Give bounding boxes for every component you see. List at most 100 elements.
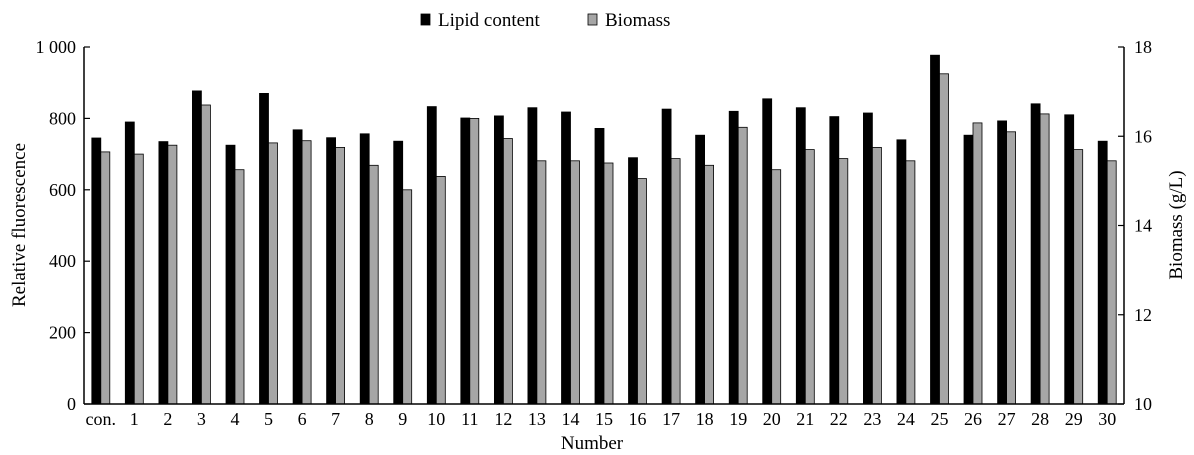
ticks-layer: con. 1 2 3 4 5 6 7 8 9 10 11 12 13 14 15 16 17 18 19 20 21 22 2…	[36, 37, 1153, 429]
x-tick-label: 22	[830, 409, 848, 429]
x-tick-label: 19	[729, 409, 747, 429]
x-tick-label: 30	[1098, 409, 1116, 429]
bar-lipid-25	[930, 54, 940, 405]
x-tick-label: 2	[163, 409, 172, 429]
bar-lipid-14	[561, 111, 571, 405]
bar-lipid-3	[191, 90, 202, 405]
bar-biomass-17	[670, 158, 681, 405]
bar-biomass-con.	[100, 151, 111, 405]
x-tick-label: 1	[130, 409, 139, 429]
x-tick-label: 13	[528, 409, 546, 429]
bar-lipid-17	[661, 108, 672, 405]
y2-tick-label: 16	[1134, 126, 1152, 146]
bar-lipid-1	[124, 121, 135, 405]
x-tick-label: 5	[264, 409, 273, 429]
bar-biomass-11	[469, 118, 480, 405]
bar-lipid-28	[1030, 103, 1041, 405]
x-tick-label: 8	[365, 409, 374, 429]
bar-biomass-27	[1006, 131, 1016, 405]
bar-lipid-23	[863, 112, 873, 405]
bar-biomass-20	[771, 169, 782, 405]
y-tick-label: 400	[49, 251, 76, 271]
bar-biomass-6	[301, 140, 312, 405]
bar-lipid-30	[1097, 140, 1108, 405]
x-tick-label: 3	[197, 409, 206, 429]
x-tick-label: 23	[863, 409, 881, 429]
bar-biomass-9	[402, 189, 413, 405]
x-tick-label: 21	[796, 409, 814, 429]
bar-biomass-25	[939, 73, 949, 405]
bar-lipid-19	[728, 110, 739, 405]
bar-lipid-6	[292, 129, 303, 405]
bars-layer	[91, 54, 1117, 405]
bar-biomass-28	[1039, 113, 1050, 405]
bar-biomass-19	[737, 126, 748, 405]
legend-label-lipid: Lipid content	[438, 10, 541, 31]
legend: Lipid content Biomass	[420, 10, 670, 31]
x-tick-label: 4	[231, 409, 240, 429]
bar-biomass-29	[1073, 149, 1084, 405]
bar-lipid-2	[158, 141, 169, 405]
x-tick-label: 15	[595, 409, 613, 429]
bar-biomass-30	[1106, 160, 1117, 405]
legend-swatch-lipid	[420, 13, 431, 26]
x-tick-label: 6	[298, 409, 307, 429]
bar-biomass-4	[234, 169, 245, 405]
bar-biomass-14	[570, 160, 580, 405]
bar-lipid-18	[695, 134, 705, 405]
x-tick-label: 28	[1031, 409, 1049, 429]
x-tick-label: 12	[494, 409, 512, 429]
bar-lipid-8	[359, 133, 370, 405]
bar-biomass-26	[972, 122, 983, 405]
y2-tick-label: 18	[1134, 37, 1152, 57]
y2-tick-label: 12	[1134, 305, 1152, 325]
bar-biomass-10	[435, 175, 446, 405]
y-tick-label: 1 000	[36, 37, 77, 57]
bar-biomass-3	[200, 104, 211, 405]
x-tick-label: 7	[331, 409, 340, 429]
y-tick-label: 0	[67, 394, 76, 414]
bar-biomass-21	[804, 149, 815, 405]
bar-biomass-18	[704, 164, 714, 405]
y-tick-label: 800	[49, 108, 76, 128]
bar-lipid-10	[426, 106, 437, 405]
bar-biomass-22	[838, 158, 849, 405]
bar-lipid-24	[896, 139, 907, 405]
y2-axis-title: Biomass (g/L)	[1166, 170, 1187, 279]
y-tick-label: 600	[49, 180, 76, 200]
bar-biomass-2	[167, 144, 178, 405]
bar-lipid-16	[628, 157, 638, 405]
bar-lipid-13	[527, 107, 538, 405]
x-tick-label: 25	[931, 409, 949, 429]
y2-tick-label: 14	[1134, 216, 1152, 236]
bar-lipid-20	[762, 98, 773, 405]
x-tick-label: 9	[398, 409, 407, 429]
legend-swatch-biomass	[587, 13, 598, 26]
bar-biomass-5	[268, 142, 278, 405]
bar-biomass-16	[637, 178, 647, 405]
bar-lipid-22	[829, 116, 840, 405]
bar-biomass-24	[905, 160, 916, 405]
bar-lipid-5	[259, 93, 269, 405]
bar-biomass-1	[133, 153, 144, 405]
x-tick-label: 20	[763, 409, 781, 429]
y2-tick-label: 10	[1134, 394, 1152, 414]
bar-lipid-29	[1064, 114, 1075, 405]
bar-lipid-con.	[91, 137, 102, 405]
x-tick-label: 11	[461, 409, 478, 429]
bar-biomass-8	[368, 164, 379, 405]
x-tick-label: 29	[1065, 409, 1083, 429]
bar-biomass-23	[872, 146, 882, 405]
x-tick-label: 14	[562, 409, 580, 429]
x-tick-label: 18	[696, 409, 714, 429]
bar-lipid-9	[393, 140, 404, 405]
y-axis-title: Relative fluorescence	[9, 143, 30, 307]
y-tick-label: 200	[49, 323, 76, 343]
x-tick-label: 10	[427, 409, 445, 429]
bar-lipid-7	[326, 137, 337, 405]
bar-lipid-12	[493, 115, 504, 405]
legend-label-biomass: Biomass	[605, 10, 670, 31]
x-tick-label: 17	[662, 409, 680, 429]
x-tick-label: 26	[964, 409, 982, 429]
